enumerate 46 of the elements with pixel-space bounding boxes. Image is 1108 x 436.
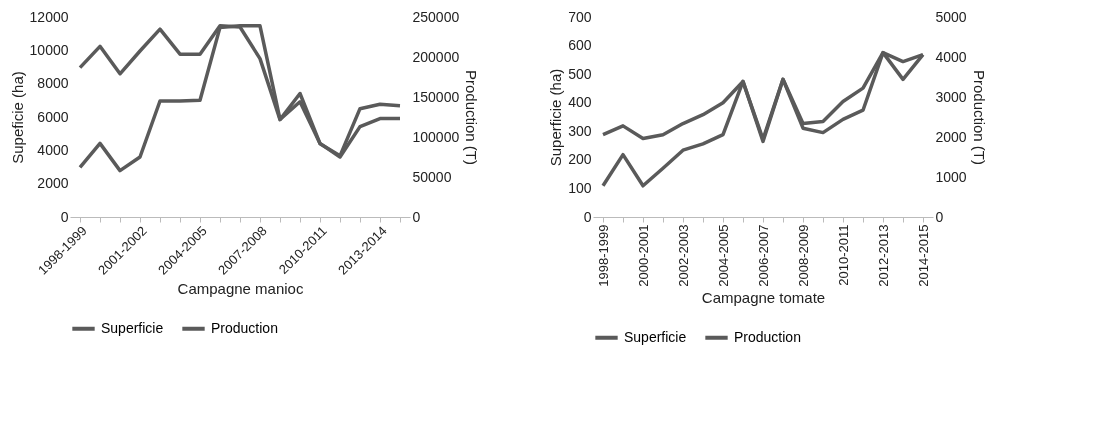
y2-tick-label: 250000 [412,8,460,25]
y2-tick-label: 5000 [935,8,967,25]
y2-tick-label: 100000 [412,128,460,145]
legend-label: Superficie [624,328,687,345]
y2-tick-label: 200000 [412,48,460,65]
y-tick-label: 100 [568,179,592,196]
x-tick-label: 2000-2001 [635,224,651,287]
x-tick-label: 2008-2009 [795,224,811,287]
y-tick-label: 500 [568,65,592,82]
y-axis-title: Supeficie (ha) [8,71,26,164]
y-tick-label: 12000 [29,8,69,25]
x-tick-label: 2014-2015 [915,224,931,287]
y-tick-label: 400 [568,94,592,111]
y-tick-label: 700 [568,8,592,25]
y2-tick-label: 4000 [935,48,967,65]
y2-tick-label: 1000 [935,168,967,185]
y-tick-label: 200 [568,151,592,168]
y2-tick-label: 0 [935,208,944,225]
y-tick-label: 4000 [37,141,69,158]
x-tick-label: 2010-2011 [835,224,851,286]
y-axis-title: Superficie (ha) [547,68,565,167]
legend-label: Superficie [101,319,164,336]
y2-tick-label: 0 [412,208,421,225]
y2-axis-title: Production (T) [970,69,988,166]
y-tick-label: 6000 [37,108,69,125]
x-tick-label: 1998-1999 [595,224,611,287]
legend-label: Production [734,328,801,345]
y-tick-label: 0 [60,208,69,225]
x-axis-title: Campagne tomate [701,288,826,306]
y2-axis-title: Production (T) [463,69,481,166]
y2-tick-label: 150000 [412,88,460,105]
y2-tick-label: 3000 [935,88,967,105]
x-tick-label: 2006-2007 [755,224,771,287]
y-tick-label: 600 [568,37,592,54]
legend-label: Production [211,319,278,336]
x-tick-label: 2002-2003 [675,224,691,287]
y-tick-label: 8000 [37,75,69,92]
y2-tick-label: 2000 [935,128,967,145]
y-tick-label: 10000 [29,41,69,58]
y-tick-label: 0 [583,208,592,225]
y-tick-label: 2000 [37,175,69,192]
x-tick-label: 2012-2013 [875,224,891,287]
x-axis-title: Campagne manioc [177,279,304,297]
x-tick-label: 2004-2005 [715,224,731,287]
y2-tick-label: 50000 [412,168,452,185]
y-tick-label: 300 [568,122,592,139]
